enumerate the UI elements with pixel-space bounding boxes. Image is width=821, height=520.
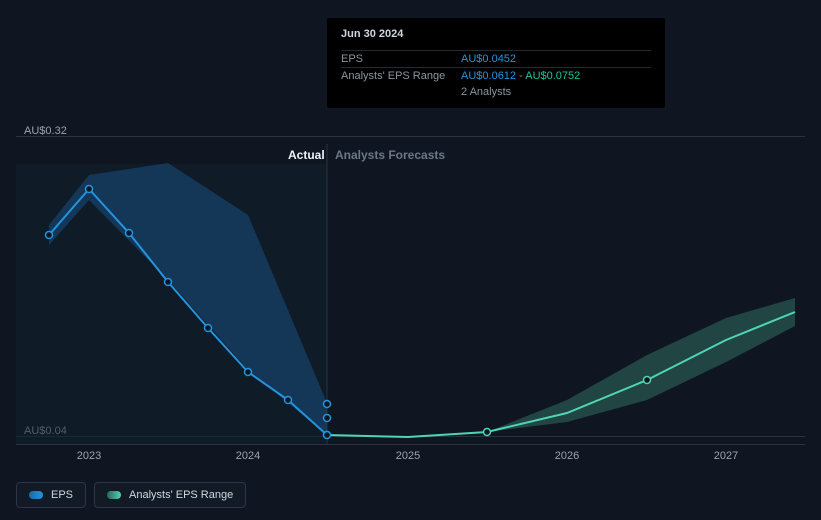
tooltip-key-eps: EPS xyxy=(341,53,461,65)
tooltip-val-eps: AU$0.0452 xyxy=(461,53,516,65)
legend-dot-eps xyxy=(29,491,43,499)
tooltip-analyst-count: 2 Analysts xyxy=(461,84,651,98)
legend-label-eps: EPS xyxy=(51,489,73,501)
tooltip-row-range: Analysts' EPS Range AU$0.0612 - AU$0.075… xyxy=(341,67,651,84)
tooltip-row-eps: EPS AU$0.0452 xyxy=(341,50,651,67)
tooltip-range-high: AU$0.0752 xyxy=(525,70,580,82)
tooltip-key-range: Analysts' EPS Range xyxy=(341,70,461,82)
legend-label-range: Analysts' EPS Range xyxy=(129,489,233,501)
legend-dot-range xyxy=(107,491,121,499)
tooltip: Jun 30 2024 EPS AU$0.0452 Analysts' EPS … xyxy=(327,18,665,108)
tooltip-range-low: AU$0.0612 xyxy=(461,70,516,82)
tooltip-val-range: AU$0.0612 - AU$0.0752 xyxy=(461,70,580,82)
legend-item-eps[interactable]: EPS xyxy=(16,482,86,508)
tooltip-date: Jun 30 2024 xyxy=(341,28,651,46)
legend-item-range[interactable]: Analysts' EPS Range xyxy=(94,482,246,508)
legend: EPS Analysts' EPS Range xyxy=(16,482,246,508)
